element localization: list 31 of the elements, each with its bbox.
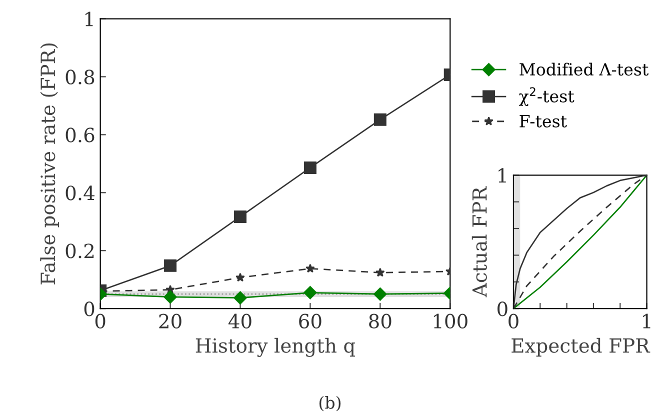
x-tick-label: 0 [508,314,518,328]
x-tick-label: 0 [95,314,106,328]
legend-label: Modified Λ-test [520,62,649,76]
y-tick-label: 0 [84,302,94,316]
x-tick-label: 1 [642,314,650,328]
point [236,272,245,282]
text: (b) [319,396,341,412]
point [374,113,386,126]
point [304,286,317,300]
point [234,210,246,223]
point [304,161,316,174]
y-tick-label: 0.4 [66,186,94,200]
x-tick-label: 100 [434,314,468,328]
x-tick-label: 40 [228,314,252,328]
x-axis-title: History length q [196,338,356,357]
y-axis-title: False positive rate (FPR) [40,43,59,284]
x-tick-label: 80 [369,314,392,328]
y-tick-label: 0.8 [66,70,94,84]
point [234,291,247,304]
legend-label: χ$^{2}$-test [518,87,574,106]
point [164,259,177,272]
point [306,264,315,273]
x-tick-label: 60 [299,314,322,328]
y-tick-label: 1 [85,12,93,26]
legend-label: F-test [520,115,567,128]
point [164,290,177,304]
y-axis-title: Actual FPR [472,186,487,298]
y-tick-label: 0.6 [66,128,94,142]
y-tick-label: 0.2 [66,244,94,258]
x-tick-label: 20 [159,314,182,328]
x-axis-title: Expected FPR [512,338,650,357]
